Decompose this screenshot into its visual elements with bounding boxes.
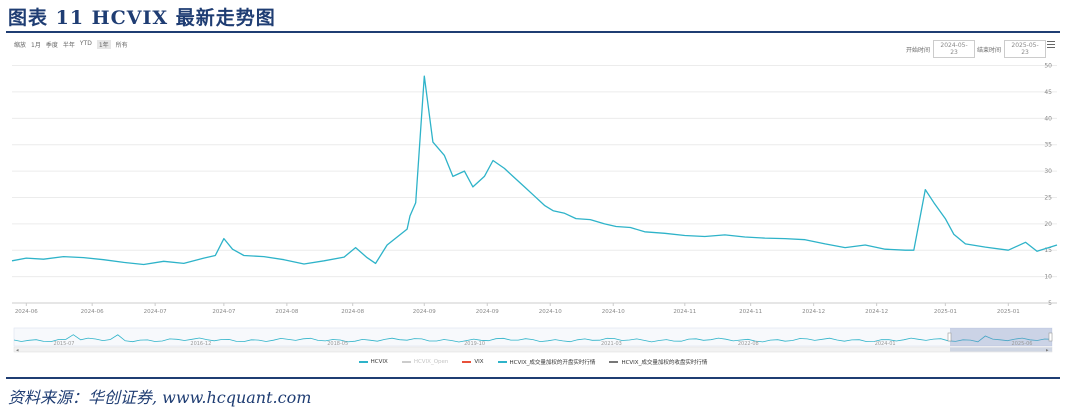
y-tick-label: 50 xyxy=(1044,63,1052,70)
legend-item[interactable]: HCVIX_成交量加权的收盘实时行情 xyxy=(609,358,707,366)
y-axis: 5101520253035404550 xyxy=(1044,63,1052,307)
x-tick-label: 2024-07 xyxy=(212,309,235,315)
navigator-line xyxy=(13,334,1053,343)
y-tick-label: 20 xyxy=(1044,221,1052,228)
x-tick-label: 2024-09 xyxy=(413,309,436,315)
navigator-label: 2015-07 xyxy=(54,341,75,347)
legend-item[interactable]: HCVIX_Open xyxy=(401,358,449,366)
legend-swatch xyxy=(358,361,368,363)
x-axis: 2024-06 2024-06 2024-07 2024-07 2024-08 2024-… xyxy=(12,302,1057,315)
zoom-option-all[interactable]: 所有 xyxy=(115,42,128,49)
zoom-option-quarter[interactable]: 季度 xyxy=(45,42,58,49)
end-date-label: 结束时间 xyxy=(977,46,1002,54)
zoom-option-ytd[interactable]: YTD xyxy=(79,40,92,47)
hcvix-line xyxy=(11,75,1058,266)
legend-swatch xyxy=(609,361,619,363)
navigator-label: 2016-12 xyxy=(190,341,211,347)
x-tick-label: 2024-12 xyxy=(802,309,825,315)
legend-label: HCVIX_Open xyxy=(413,359,449,365)
zoom-option-1y[interactable]: 1年 xyxy=(96,40,111,49)
x-tick-label: 2024-07 xyxy=(144,309,167,315)
x-tick-label: 2025-01 xyxy=(934,309,957,315)
y-tick-label: 25 xyxy=(1044,194,1052,201)
navigator-label: 2018-05 xyxy=(327,341,348,347)
legend-item[interactable]: HCVIX xyxy=(358,358,388,366)
y-tick-label: 30 xyxy=(1044,168,1052,175)
zoom-option-half-year[interactable]: 半年 xyxy=(62,42,75,49)
legend-label: HCVIX_成交量加权的收盘实时行情 xyxy=(621,360,708,366)
navigator-handle-right xyxy=(1048,332,1053,342)
legend-swatch xyxy=(462,361,472,363)
zoom-label: 缩放 xyxy=(14,42,27,49)
legend-label: VIX xyxy=(474,359,484,365)
navigator-label: 2024-01 xyxy=(875,341,896,347)
scroll-right-arrow-icon: ▸ xyxy=(1046,348,1049,354)
source-note: 资料来源：华创证券, www.hcquant.com xyxy=(8,388,312,407)
grid xyxy=(12,65,1057,304)
y-tick-label: 35 xyxy=(1044,142,1052,149)
legend-item[interactable]: HCVIX_成交量加权的开盘实时行情 xyxy=(497,358,596,366)
end-date-input[interactable]: 2025-05-23 xyxy=(1004,40,1047,58)
navigator-handle-left xyxy=(947,332,952,342)
menu-icon[interactable] xyxy=(1047,41,1055,48)
zoom-selector: 缩放 1月 季度 半年 YTD 1年 所有 xyxy=(14,40,128,49)
scroll-left-arrow-icon: ◂ xyxy=(16,348,19,354)
x-tick-label: 2024-11 xyxy=(673,309,696,315)
x-tick-label: 2024-11 xyxy=(739,309,762,315)
navigator[interactable]: 2015-07 2016-12 2018-05 2019-10 2021-03 2022-… xyxy=(13,327,1053,354)
x-tick-label: 2024-10 xyxy=(602,309,625,315)
y-tick-label: 15 xyxy=(1044,247,1052,254)
x-tick-label: 2024-06 xyxy=(81,309,104,315)
navigator-frame xyxy=(13,327,1053,347)
legend: HCVIX HCVIX_Open VIX HCVIX_成交量加权的开盘实时行情 HCVI… xyxy=(0,358,1066,366)
navigator-label: 2022-08 xyxy=(738,341,759,347)
start-date-label: 开始时间 xyxy=(906,46,931,54)
navigator-scrollbar xyxy=(13,346,1053,353)
legend-label: HCVIX xyxy=(370,359,388,365)
zoom-option-1m[interactable]: 1月 xyxy=(31,42,41,49)
y-tick-label: 10 xyxy=(1044,274,1052,281)
legend-swatch xyxy=(497,361,507,363)
legend-item[interactable]: VIX xyxy=(462,358,484,366)
x-tick-label: 2024-10 xyxy=(539,309,562,315)
start-date-input[interactable]: 2024-05-23 xyxy=(933,40,976,58)
figure-title: 图表 11 HCVIX 最新走势图 xyxy=(8,7,276,29)
top-divider xyxy=(6,31,1060,33)
bottom-divider xyxy=(6,377,1060,379)
x-tick-label: 2025-01 xyxy=(997,309,1020,315)
navigator-scroll-thumb xyxy=(950,347,1052,352)
series-lines xyxy=(11,75,1058,266)
navigator-label: 2025-06 xyxy=(1012,341,1033,347)
navigator-selection xyxy=(950,328,1052,346)
y-tick-label: 45 xyxy=(1044,89,1052,96)
legend-swatch xyxy=(401,361,411,363)
end-date-group: 结束时间 2025-05-23 xyxy=(977,40,1047,58)
legend-label: HCVIX_成交量加权的开盘实时行情 xyxy=(509,360,596,366)
x-tick-label: 2024-08 xyxy=(275,309,298,315)
navigator-label: 2019-10 xyxy=(464,341,485,347)
x-tick-label: 2024-12 xyxy=(865,309,888,315)
x-tick-label: 2024-06 xyxy=(15,309,38,315)
start-date-group: 开始时间 2024-05-23 xyxy=(906,40,976,58)
x-tick-label: 2024-08 xyxy=(341,309,364,315)
navigator-label: 2021-03 xyxy=(601,341,622,347)
x-tick-label: 2024-09 xyxy=(476,309,499,315)
y-tick-label: 40 xyxy=(1044,115,1052,122)
